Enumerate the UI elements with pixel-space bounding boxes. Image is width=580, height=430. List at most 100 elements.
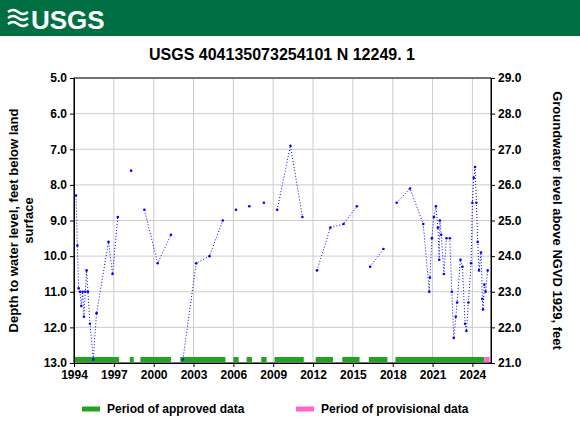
tick-mark [114,363,115,367]
tick-label: 2018 [380,368,407,382]
series-point [470,262,473,265]
tick-label: 29.0 [498,71,522,85]
tick: 1997 [101,363,128,382]
series-point [429,276,432,279]
tick-mark [233,363,234,367]
series-point [435,205,438,208]
series-line [76,146,488,360]
tick-mark [491,78,495,79]
grid-line-y [74,327,491,328]
tick: 25.0 [491,214,522,228]
period-bar [140,357,171,362]
period-bar [275,357,304,362]
tick: 2012 [300,363,327,382]
tick: 29.0 [491,71,522,85]
series-point [316,269,319,272]
period-bar [261,357,266,362]
tick: 2021 [420,363,447,382]
legend-label: Period of approved data [107,402,245,416]
period-bar [395,357,484,362]
tick: 13.0 [44,356,74,370]
tick: 10.0 [44,249,74,263]
tick-label: 2003 [181,368,208,382]
series-point [143,209,146,212]
legend-swatch [82,407,100,412]
tick: 5.0 [50,71,74,85]
series-point [465,330,468,333]
tick: 8.0 [50,178,74,192]
series-point [409,187,412,190]
legend-swatch [296,407,314,412]
series-point [289,144,292,147]
series-point [481,298,484,301]
tick-label: 25.0 [498,214,522,228]
tick: 21.0 [491,356,522,370]
series-point [77,287,80,290]
tick: 2018 [380,363,407,382]
series-point [81,290,84,293]
chart: USGSUSGS 404135073254101 N 12249. 119941… [0,0,580,430]
tick-mark [154,363,155,367]
period-bar [484,357,489,362]
series-point [182,358,185,361]
series-point [472,176,475,179]
series-point [117,216,120,219]
tick-label: 13.0 [44,356,68,370]
legend-label: Period of provisional data [321,402,469,416]
tick-label: 27.0 [498,143,522,157]
series-point [459,258,462,261]
series-point [456,301,459,304]
axis-y2ticks: 29.028.027.026.025.024.023.022.021.0 [491,71,522,370]
series-point [461,266,464,269]
tick-label: 2009 [260,368,287,382]
tick-mark [491,327,495,328]
series-point [76,244,79,247]
series-point [85,269,88,272]
tick-label: 21.0 [498,356,522,370]
series-point [475,201,478,204]
tick-label: 9.0 [50,214,67,228]
series-point [474,166,477,169]
tick-label: 2006 [221,368,248,382]
tick-mark [70,185,74,186]
tick-mark [491,221,495,222]
series-point [84,290,87,293]
series-point [95,312,98,315]
tick: 2009 [260,363,287,382]
tick-mark [313,363,314,367]
tick: 2024 [460,363,487,382]
logo-wave [8,16,28,20]
series-point [453,337,456,340]
series-point [342,223,345,226]
tick-mark [433,363,434,367]
period-bar [342,357,359,362]
tick-mark [70,327,74,328]
series-point [276,209,279,212]
series-point [428,290,431,293]
tick-mark [472,363,473,367]
period-bar [233,357,238,362]
tick: 24.0 [491,249,522,263]
series-point [464,323,467,326]
series-point [445,237,448,240]
tick-mark [194,363,195,367]
logo-wave [8,22,28,26]
series-point [437,226,440,229]
tick-mark [491,292,495,293]
series-point [329,226,332,229]
tick: 23.0 [491,285,522,299]
series-point [263,201,266,204]
tick-mark [70,256,74,257]
tick: 7.0 [50,143,74,157]
tick-mark [70,78,74,79]
tick-label: 23.0 [498,285,522,299]
series-point [80,305,83,308]
y2-axis-title: Groundwater level above NGVD 1929, feet [550,91,565,350]
banner [0,0,580,36]
grid-line-y [74,256,491,257]
series-point [476,241,479,244]
tick-label: 2012 [300,368,327,382]
period-bar [130,357,134,362]
tick: 9.0 [50,214,74,228]
tick: 12.0 [44,321,74,335]
